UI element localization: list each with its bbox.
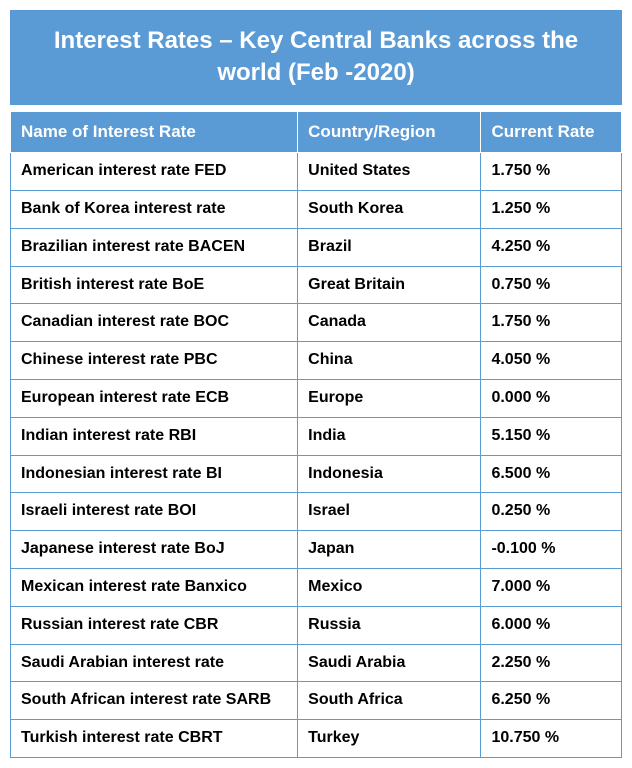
cell-rate: 5.150 % bbox=[481, 417, 622, 455]
cell-name: Brazilian interest rate BACEN bbox=[11, 228, 298, 266]
cell-country: Saudi Arabia bbox=[298, 644, 481, 682]
cell-name: European interest rate ECB bbox=[11, 379, 298, 417]
cell-country: Canada bbox=[298, 304, 481, 342]
column-header-country: Country/Region bbox=[298, 111, 481, 152]
cell-name: Saudi Arabian interest rate bbox=[11, 644, 298, 682]
cell-rate: 10.750 % bbox=[481, 720, 622, 758]
cell-country: South Africa bbox=[298, 682, 481, 720]
table-row: Indonesian interest rate BIIndonesia6.50… bbox=[11, 455, 622, 493]
cell-rate: 6.000 % bbox=[481, 606, 622, 644]
cell-country: Europe bbox=[298, 379, 481, 417]
column-header-name: Name of Interest Rate bbox=[11, 111, 298, 152]
cell-name: South African interest rate SARB bbox=[11, 682, 298, 720]
table-body: American interest rate FEDUnited States1… bbox=[11, 153, 622, 758]
cell-country: United States bbox=[298, 153, 481, 191]
cell-country: Turkey bbox=[298, 720, 481, 758]
table-container: Interest Rates – Key Central Banks acros… bbox=[0, 0, 632, 768]
cell-rate: 4.050 % bbox=[481, 342, 622, 380]
cell-rate: 0.250 % bbox=[481, 493, 622, 531]
page-title: Interest Rates – Key Central Banks acros… bbox=[10, 10, 622, 105]
cell-rate: 1.750 % bbox=[481, 153, 622, 191]
cell-country: Russia bbox=[298, 606, 481, 644]
cell-rate: 7.000 % bbox=[481, 568, 622, 606]
cell-name: Japanese interest rate BoJ bbox=[11, 531, 298, 569]
table-row: Bank of Korea interest rateSouth Korea1.… bbox=[11, 190, 622, 228]
cell-country: China bbox=[298, 342, 481, 380]
table-row: Russian interest rate CBRRussia6.000 % bbox=[11, 606, 622, 644]
table-row: European interest rate ECBEurope0.000 % bbox=[11, 379, 622, 417]
cell-rate: 0.000 % bbox=[481, 379, 622, 417]
column-header-rate: Current Rate bbox=[481, 111, 622, 152]
cell-country: Brazil bbox=[298, 228, 481, 266]
cell-name: Canadian interest rate BOC bbox=[11, 304, 298, 342]
cell-rate: 4.250 % bbox=[481, 228, 622, 266]
cell-country: Great Britain bbox=[298, 266, 481, 304]
cell-country: Indonesia bbox=[298, 455, 481, 493]
cell-name: Turkish interest rate CBRT bbox=[11, 720, 298, 758]
table-row: South African interest rate SARBSouth Af… bbox=[11, 682, 622, 720]
table-row: Turkish interest rate CBRTTurkey10.750 % bbox=[11, 720, 622, 758]
table-row: Canadian interest rate BOCCanada1.750 % bbox=[11, 304, 622, 342]
rates-table: Name of Interest Rate Country/Region Cur… bbox=[10, 111, 622, 758]
cell-name: Israeli interest rate BOI bbox=[11, 493, 298, 531]
table-row: Japanese interest rate BoJJapan-0.100 % bbox=[11, 531, 622, 569]
table-row: Indian interest rate RBIIndia5.150 % bbox=[11, 417, 622, 455]
cell-name: Indonesian interest rate BI bbox=[11, 455, 298, 493]
table-row: Brazilian interest rate BACENBrazil4.250… bbox=[11, 228, 622, 266]
cell-name: British interest rate BoE bbox=[11, 266, 298, 304]
cell-country: India bbox=[298, 417, 481, 455]
table-row: British interest rate BoEGreat Britain0.… bbox=[11, 266, 622, 304]
cell-rate: 6.500 % bbox=[481, 455, 622, 493]
cell-name: Russian interest rate CBR bbox=[11, 606, 298, 644]
cell-rate: 0.750 % bbox=[481, 266, 622, 304]
cell-country: Mexico bbox=[298, 568, 481, 606]
table-row: Israeli interest rate BOIIsrael0.250 % bbox=[11, 493, 622, 531]
cell-name: American interest rate FED bbox=[11, 153, 298, 191]
table-row: Mexican interest rate BanxicoMexico7.000… bbox=[11, 568, 622, 606]
cell-country: Japan bbox=[298, 531, 481, 569]
table-row: American interest rate FEDUnited States1… bbox=[11, 153, 622, 191]
cell-rate: 2.250 % bbox=[481, 644, 622, 682]
table-row: Chinese interest rate PBCChina4.050 % bbox=[11, 342, 622, 380]
cell-rate: -0.100 % bbox=[481, 531, 622, 569]
cell-name: Mexican interest rate Banxico bbox=[11, 568, 298, 606]
cell-rate: 1.250 % bbox=[481, 190, 622, 228]
cell-name: Bank of Korea interest rate bbox=[11, 190, 298, 228]
cell-country: Israel bbox=[298, 493, 481, 531]
cell-name: Chinese interest rate PBC bbox=[11, 342, 298, 380]
table-header-row: Name of Interest Rate Country/Region Cur… bbox=[11, 111, 622, 152]
cell-country: South Korea bbox=[298, 190, 481, 228]
cell-rate: 1.750 % bbox=[481, 304, 622, 342]
cell-name: Indian interest rate RBI bbox=[11, 417, 298, 455]
table-row: Saudi Arabian interest rateSaudi Arabia2… bbox=[11, 644, 622, 682]
cell-rate: 6.250 % bbox=[481, 682, 622, 720]
